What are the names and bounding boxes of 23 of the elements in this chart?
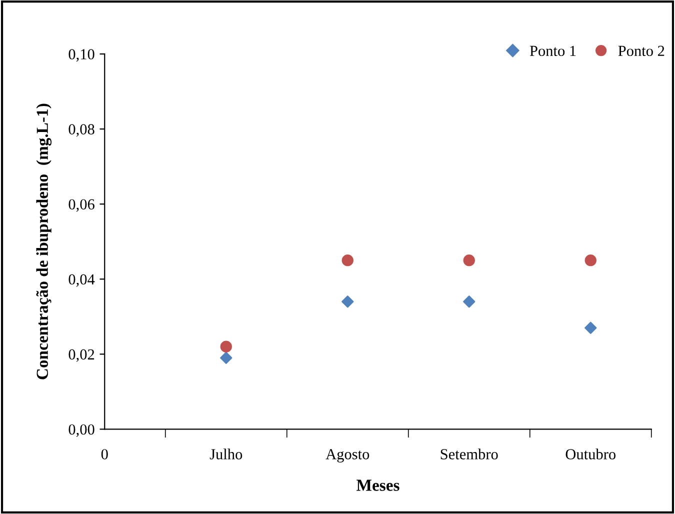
point [584,254,596,266]
point [342,296,354,308]
point [220,340,232,352]
point [463,296,476,308]
point [342,254,354,266]
point [584,322,597,334]
y-tick-label: 0,04 [68,274,95,287]
y-tick-label: 0,02 [68,349,94,362]
x-tick-label: Setembro [440,448,498,460]
y-tick-label: 0,06 [68,199,94,212]
x-tick-label: Agosto [326,449,370,462]
point [463,254,475,266]
x-axis-title: Meses [356,480,400,491]
point [220,352,232,364]
legend-label: Ponto 2 [618,46,664,56]
y-axis-title: Concentração de ibuprodeno (mg.L-1) [36,104,52,380]
y-tick-label: 0,10 [68,49,94,62]
x-tick-label: Julho [210,448,242,460]
legend-label: Ponto 1 [530,46,576,56]
y-tick-label: 0,08 [68,124,94,137]
y-tick-label: 0,00 [68,424,94,437]
x-tick-label: 0 [101,449,108,460]
x-tick-label: Outubro [566,448,616,460]
